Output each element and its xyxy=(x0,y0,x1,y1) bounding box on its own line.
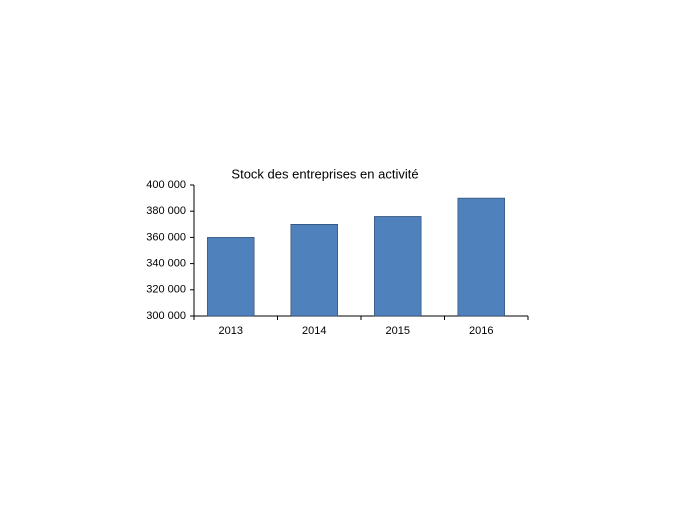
bar xyxy=(290,224,338,317)
y-tick-label: 340 000 xyxy=(146,258,186,270)
bar xyxy=(457,197,505,317)
chart-title: Stock des entreprises en activité xyxy=(231,166,418,181)
x-tick-label: 2015 xyxy=(386,325,410,337)
y-tick-label: 400 000 xyxy=(146,179,186,191)
x-tick-label: 2013 xyxy=(219,325,243,337)
x-tick-label: 2016 xyxy=(469,325,493,337)
y-tick-label: 320 000 xyxy=(146,284,186,296)
x-tick-label: 2014 xyxy=(302,325,326,337)
bar xyxy=(374,216,422,317)
bar xyxy=(207,237,255,317)
y-tick-label: 380 000 xyxy=(146,205,186,217)
y-tick-label: 360 000 xyxy=(146,231,186,243)
y-tick-label: 300 000 xyxy=(146,310,186,322)
